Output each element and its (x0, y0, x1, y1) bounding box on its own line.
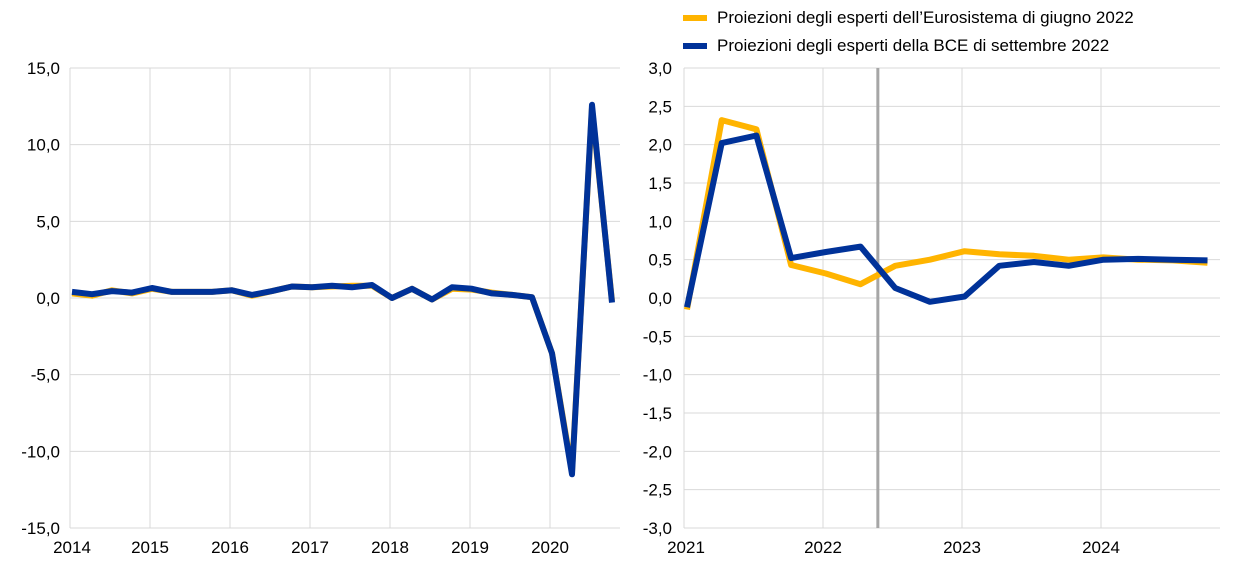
x-tick-label: 2019 (451, 538, 489, 557)
y-tick-label: 0,0 (648, 289, 672, 308)
x-tick-label: 2017 (291, 538, 329, 557)
y-tick-label: 0,5 (648, 251, 672, 270)
series-line-eurosystem-june-2022 (684, 117, 1208, 311)
y-tick-label: -10,0 (21, 442, 60, 461)
y-tick-label: 1,0 (648, 212, 672, 231)
y-tick-label: 1,5 (648, 174, 672, 193)
series-line-bce-september-2022 (71, 101, 615, 478)
y-tick-label: -3,0 (643, 519, 672, 538)
legend-swatch-yellow (683, 15, 707, 21)
y-tick-label: -1,0 (643, 366, 672, 385)
y-tick-label: -0,5 (643, 327, 672, 346)
x-tick-label: 2020 (531, 538, 569, 557)
y-tick-label: -15,0 (21, 519, 60, 538)
x-tick-label: 2022 (804, 538, 842, 557)
x-tick-label: 2021 (667, 538, 705, 557)
x-tick-label: 2023 (943, 538, 981, 557)
y-tick-label: 2,0 (648, 136, 672, 155)
legend-swatch-blue (683, 43, 707, 49)
legend: Proiezioni degli esperti dell’Eurosistem… (683, 4, 1134, 60)
y-tick-label: 5,0 (36, 212, 60, 231)
y-tick-label: 0,0 (36, 289, 60, 308)
y-tick-label: 15,0 (27, 59, 60, 78)
legend-label: Proiezioni degli esperti dell’Eurosistem… (717, 8, 1134, 27)
x-tick-label: 2015 (131, 538, 169, 557)
legend-label: Proiezioni degli esperti della BCE di se… (717, 36, 1110, 55)
series-line-bce-september-2022 (684, 132, 1208, 308)
x-tick-label: 2024 (1082, 538, 1120, 557)
y-tick-label: 10,0 (27, 136, 60, 155)
x-tick-label: 2018 (371, 538, 409, 557)
y-tick-label: 2,5 (648, 97, 672, 116)
y-tick-label: -1,5 (643, 404, 672, 423)
y-tick-label: 3,0 (648, 59, 672, 78)
y-tick-label: -2,0 (643, 442, 672, 461)
y-tick-label: -2,5 (643, 481, 672, 500)
x-tick-label: 2014 (53, 538, 91, 557)
legend-item: Proiezioni degli esperti della BCE di se… (683, 32, 1134, 60)
x-tick-label: 2016 (211, 538, 249, 557)
legend-item: Proiezioni degli esperti dell’Eurosistem… (683, 4, 1134, 32)
y-tick-label: -5,0 (31, 366, 60, 385)
